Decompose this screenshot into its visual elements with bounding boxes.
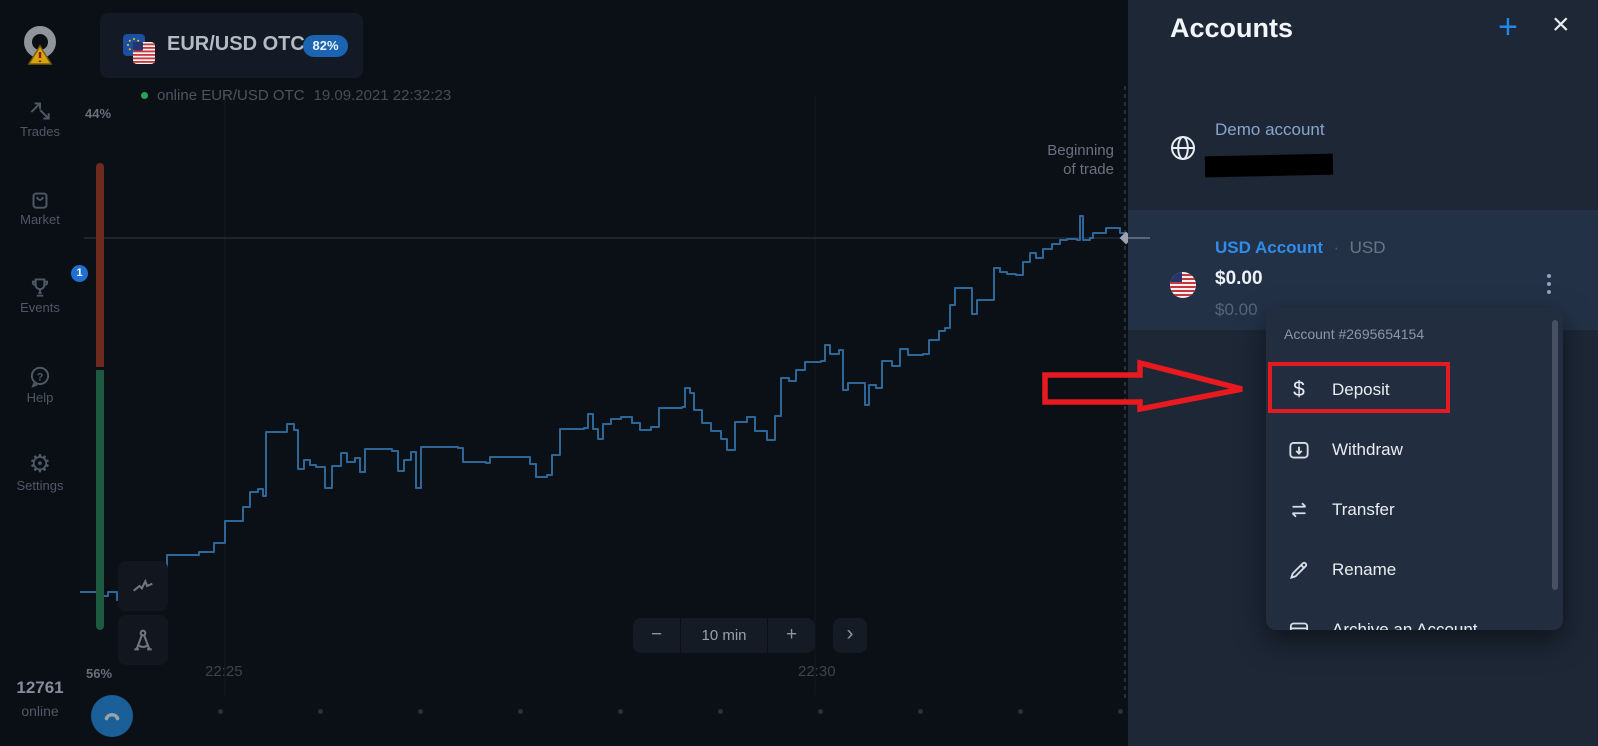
- demo-account-row[interactable]: Demo account: [1128, 95, 1598, 205]
- compass-icon: [134, 629, 152, 651]
- us-flag-icon: [133, 42, 155, 64]
- usd-account-balance: $0.00: [1215, 268, 1263, 289]
- demo-account-name: Demo account: [1215, 120, 1325, 139]
- globe-icon: [1171, 136, 1195, 160]
- usd-account-balance-secondary: $0.00: [1215, 300, 1258, 319]
- dollar-icon: $: [1293, 378, 1305, 401]
- help-icon: ?: [30, 366, 50, 388]
- transfer-icon: [1291, 502, 1307, 518]
- sentiment-gauge-buy-bar: [96, 370, 104, 630]
- menu-scrollbar[interactable]: [1552, 320, 1558, 590]
- menu-item-archive-account[interactable]: Archive an Account: [1266, 600, 1556, 630]
- status-timestamp: 19.09.2021 22:32:23: [313, 87, 452, 104]
- timeline-dot: [1018, 709, 1023, 714]
- timeframe-decrease-button[interactable]: −: [650, 624, 663, 645]
- red-arrow-annotation: [1042, 359, 1243, 413]
- menu-item-transfer[interactable]: Transfer: [1266, 480, 1556, 540]
- chat-arc-icon: [104, 712, 120, 721]
- svg-text:?: ?: [37, 371, 44, 383]
- timeframe-control: − 10 min +: [633, 618, 815, 653]
- timeline-dot: [518, 709, 523, 714]
- sidebar-item-help[interactable]: ? Help: [0, 364, 80, 405]
- menu-item-rename[interactable]: Rename: [1266, 540, 1556, 600]
- sidebar-item-label: Market: [20, 212, 60, 227]
- timeline-dot: [418, 709, 423, 714]
- online-users-label: online: [21, 703, 59, 719]
- sidebar-item-label: Trades: [20, 124, 60, 139]
- trades-icon: [30, 102, 50, 120]
- market-bag-icon: [32, 192, 48, 209]
- archive-box-icon: [1289, 622, 1309, 630]
- withdraw-icon: [1289, 442, 1309, 459]
- timeline-dot: [218, 709, 223, 714]
- line-chart-icon: [133, 578, 153, 592]
- sentiment-gauge-sell-bar: [96, 163, 104, 367]
- chart-type-button[interactable]: [118, 561, 168, 611]
- payout-badge: 82%: [303, 35, 348, 57]
- timeline-dot: [618, 709, 623, 714]
- time-axis-tick-2225: 22:25: [205, 663, 243, 680]
- app-logo[interactable]: [18, 22, 62, 66]
- account-context-menu: Account #2695654154 $ Deposit Withdraw T…: [1266, 308, 1563, 630]
- separator-dot: ·: [1333, 238, 1340, 257]
- add-account-button[interactable]: +: [1498, 8, 1518, 46]
- price-pointer-tail: [1128, 237, 1150, 239]
- drawing-tools-button[interactable]: [118, 615, 168, 665]
- usd-flag-icon: [1170, 272, 1196, 298]
- timeline-dot: [318, 709, 323, 714]
- online-users-count: 12761: [16, 678, 64, 697]
- deposit-highlight-box: [1268, 362, 1450, 413]
- sidebar: Trades Market 1 Events ?: [0, 0, 88, 746]
- menu-item-deposit[interactable]: $ Deposit: [1266, 360, 1556, 420]
- buy-sentiment-percent: 56%: [86, 666, 113, 681]
- censored-balance-bar: [1204, 153, 1334, 178]
- scroll-forward-button[interactable]: ›: [833, 618, 867, 653]
- timeline-dot: [918, 709, 923, 714]
- sidebar-item-label: Events: [20, 300, 60, 315]
- gear-icon: ⚙: [28, 450, 52, 478]
- timeframe-increase-button[interactable]: +: [785, 624, 798, 645]
- timeframe-value[interactable]: 10 min: [680, 618, 768, 653]
- pencil-icon: [1290, 561, 1308, 579]
- beginning-of-trade-label: Beginning of trade: [1047, 142, 1114, 178]
- online-status-dot: [141, 92, 148, 99]
- usd-account-currency: USD: [1349, 238, 1386, 257]
- support-chat-button[interactable]: [91, 695, 133, 737]
- usd-account-name: USD Account: [1215, 238, 1323, 257]
- menu-item-withdraw[interactable]: Withdraw: [1266, 420, 1556, 480]
- pair-name: EUR/USD OTC: [167, 33, 305, 55]
- sidebar-item-label: Settings: [16, 478, 64, 493]
- events-badge: 1: [71, 265, 88, 282]
- timeline-dot: [718, 709, 723, 714]
- timeline-dot: [1118, 709, 1123, 714]
- timeline-dot: [818, 709, 823, 714]
- sidebar-item-label: Help: [26, 390, 54, 405]
- sell-sentiment-percent: 44%: [85, 106, 112, 121]
- pair-selector-tab[interactable]: EUR/USD OTC 82%: [100, 13, 363, 78]
- close-panel-button[interactable]: ×: [1552, 8, 1570, 41]
- sidebar-item-events[interactable]: 1 Events: [0, 265, 88, 315]
- status-pair-text: online EUR/USD OTC: [157, 87, 305, 104]
- sidebar-item-trades[interactable]: Trades: [0, 98, 80, 139]
- events-trophy-icon: [31, 278, 49, 297]
- time-axis-tick-2230: 22:30: [798, 663, 836, 680]
- accounts-panel-title: Accounts: [1170, 13, 1294, 43]
- sidebar-item-settings[interactable]: ⚙ Settings: [0, 450, 80, 493]
- account-options-kebab-button[interactable]: [1539, 270, 1559, 298]
- status-bar: online EUR/USD OTC 19.09.2021 22:32:23: [141, 87, 451, 104]
- sidebar-item-market[interactable]: Market: [0, 186, 80, 227]
- account-number-label: Account #2695654154: [1284, 326, 1425, 342]
- price-line-series: [79, 215, 1127, 601]
